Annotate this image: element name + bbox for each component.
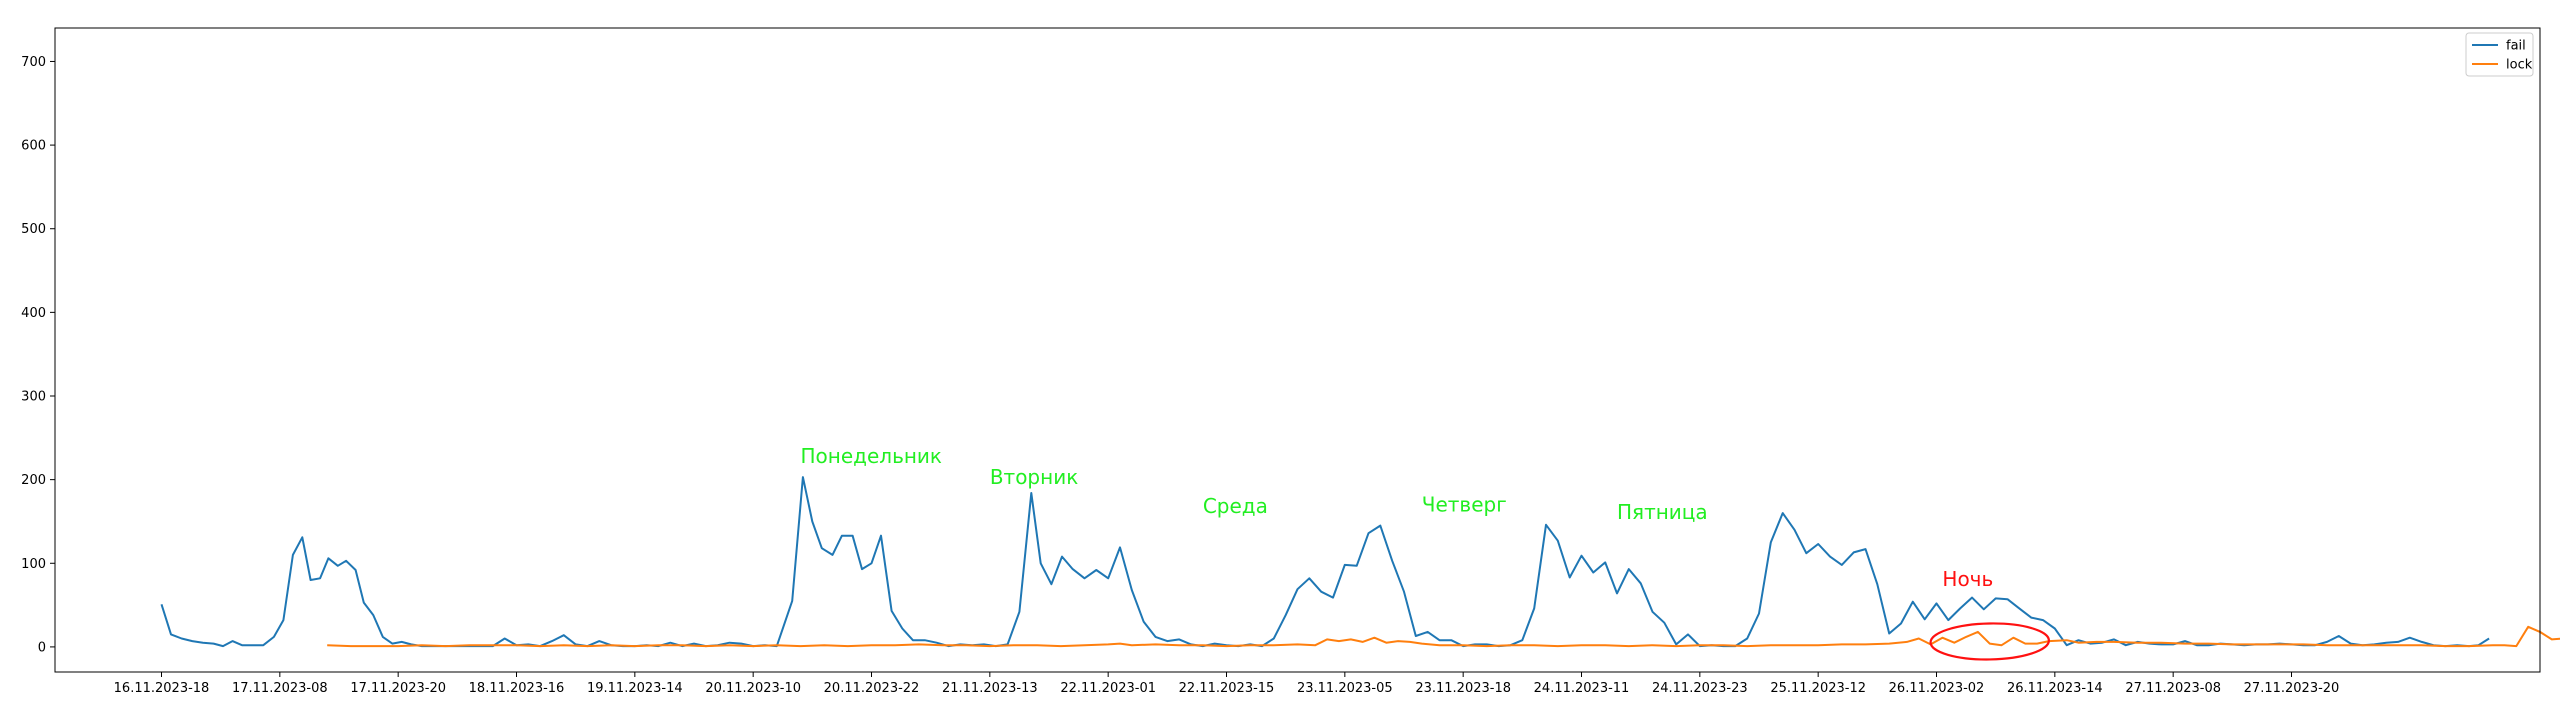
x-tick-label: 23.11.2023-18 [1415, 681, 1511, 696]
legend-label: lock [2506, 58, 2533, 73]
x-tick-label: 26.11.2023-14 [2007, 681, 2103, 696]
x-tick-label: 19.11.2023-14 [587, 681, 683, 696]
x-tick-label: 21.11.2023-13 [942, 681, 1038, 696]
annotation-label: Четверг [1422, 492, 1507, 516]
x-tick-label: 22.11.2023-01 [1060, 681, 1156, 696]
annotation-label: Среда [1203, 494, 1268, 518]
x-tick-label: 16.11.2023-18 [114, 681, 210, 696]
x-tick-label: 22.11.2023-15 [1179, 681, 1275, 696]
annotation-label: Вторник [990, 465, 1078, 489]
x-tick-label: 20.11.2023-22 [824, 681, 920, 696]
x-tick-label: 18.11.2023-16 [469, 681, 565, 696]
x-tick-label: 26.11.2023-02 [1889, 681, 1985, 696]
y-tick-label: 100 [21, 557, 46, 572]
y-tick-label: 600 [21, 139, 46, 154]
x-tick-label: 23.11.2023-05 [1297, 681, 1393, 696]
x-tick-label: 20.11.2023-10 [705, 681, 801, 696]
annotation-label: Ночь [1942, 567, 1993, 591]
plot-background [55, 28, 2540, 672]
x-tick-label: 27.11.2023-20 [2244, 681, 2340, 696]
x-tick-label: 24.11.2023-11 [1534, 681, 1630, 696]
y-tick-label: 200 [21, 473, 46, 488]
legend-label: fail [2506, 39, 2526, 54]
y-tick-label: 300 [21, 390, 46, 405]
legend: fail lock [2466, 33, 2533, 76]
y-tick-label: 700 [21, 55, 46, 70]
y-tick-label: 500 [21, 222, 46, 237]
y-tick-label: 400 [21, 306, 46, 321]
x-tick-label: 25.11.2023-12 [1770, 681, 1866, 696]
annotation-label: Понедельник [801, 444, 943, 468]
x-tick-label: 17.11.2023-08 [232, 681, 328, 696]
plot-area [55, 28, 2540, 672]
y-tick-label: 0 [38, 640, 46, 655]
x-tick-label: 17.11.2023-20 [350, 681, 446, 696]
annotation-label: Пятница [1617, 500, 1708, 524]
x-tick-label: 27.11.2023-08 [2125, 681, 2221, 696]
x-tick-label: 24.11.2023-23 [1652, 681, 1748, 696]
